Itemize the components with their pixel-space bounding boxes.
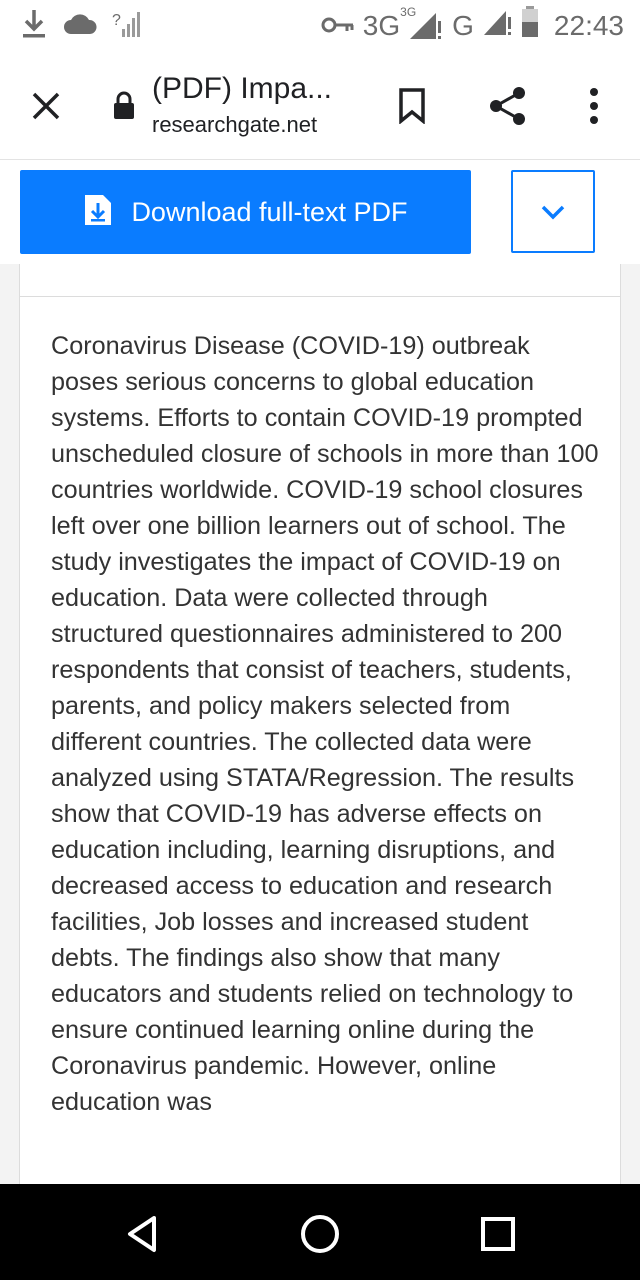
more-vert-icon — [590, 88, 598, 124]
status-bar: ? 3G 3G G — [0, 0, 640, 52]
recents-square-icon — [481, 1217, 515, 1251]
no-signal-icon: ? — [112, 9, 142, 44]
back-button[interactable] — [120, 1212, 164, 1256]
home-circle-icon — [301, 1215, 339, 1253]
network-3g-label: 3G — [362, 9, 401, 41]
abstract-text: Coronavirus Disease (COVID-19) outbreak … — [51, 332, 599, 1116]
browser-toolbar: (PDF) Impa... researchgate.net — [0, 52, 640, 160]
close-icon — [32, 92, 60, 120]
share-button[interactable] — [482, 80, 534, 132]
svg-text:?: ? — [112, 12, 121, 29]
share-icon — [490, 87, 525, 125]
cloud-icon — [62, 12, 98, 41]
back-triangle-icon — [128, 1216, 156, 1252]
more-menu-button[interactable] — [574, 82, 614, 130]
page-title: (PDF) Impa... — [152, 72, 333, 105]
chevron-down-icon — [541, 205, 565, 219]
close-button[interactable] — [24, 84, 68, 128]
abstract-card: Coronavirus Disease (COVID-19) outbreak … — [19, 264, 621, 1184]
pdf-download-icon — [83, 193, 113, 232]
download-icon — [20, 8, 48, 45]
recents-button[interactable] — [476, 1212, 520, 1256]
network-3g-sup-label: 3G — [400, 4, 417, 19]
lock-icon — [112, 90, 136, 120]
signal-3g-icon: 3G — [400, 5, 444, 41]
card-divider — [20, 296, 620, 297]
vpn-key-icon — [321, 10, 355, 42]
download-pdf-button[interactable]: Download full-text PDF — [20, 170, 471, 254]
download-bar: Download full-text PDF — [0, 160, 640, 264]
status-time: 22:43 — [553, 9, 624, 41]
network-g-label: G — [452, 9, 474, 41]
status-right-icons: 3G 3G G 22:43 — [321, 5, 624, 45]
battery-icon — [520, 6, 540, 45]
signal-icon — [482, 7, 512, 44]
download-options-dropdown[interactable] — [511, 170, 595, 253]
home-button[interactable] — [298, 1212, 342, 1256]
system-nav-bar — [0, 1184, 640, 1280]
page-url: researchgate.net — [152, 112, 318, 137]
bookmark-icon — [399, 88, 425, 124]
download-pdf-label: Download full-text PDF — [131, 196, 408, 227]
address-area[interactable]: (PDF) Impa... researchgate.net — [152, 70, 352, 140]
content-area[interactable]: Coronavirus Disease (COVID-19) outbreak … — [0, 264, 640, 1184]
status-left-icons: ? — [20, 8, 142, 45]
bookmark-button[interactable] — [388, 82, 436, 130]
